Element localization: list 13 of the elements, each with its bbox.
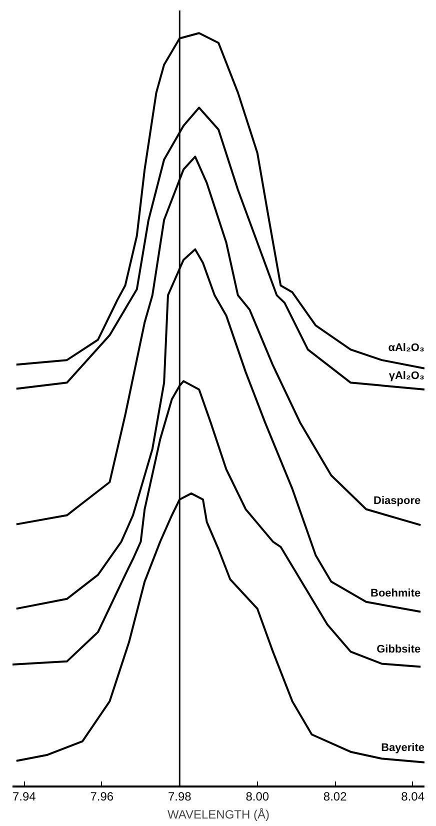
- x-tick-label: 8.00: [246, 790, 270, 804]
- series-label: Gibbsite: [376, 643, 421, 656]
- x-axis-title: WAVELENGTH (Å): [167, 808, 270, 822]
- x-tick-label: 7.98: [168, 790, 192, 804]
- series-label: Bayerite: [381, 742, 425, 754]
- series-label: Boehmite: [370, 588, 421, 600]
- x-tick-label: 8.04: [401, 790, 425, 804]
- x-tick-label: 8.02: [323, 790, 348, 804]
- x-tick-label: 7.94: [12, 790, 36, 804]
- series-label: Diaspore: [374, 494, 421, 507]
- x-tick-label: 7.96: [90, 790, 114, 804]
- series-label: γAl₂O₃: [388, 370, 425, 382]
- series-label: αAl₂O₃: [388, 342, 425, 354]
